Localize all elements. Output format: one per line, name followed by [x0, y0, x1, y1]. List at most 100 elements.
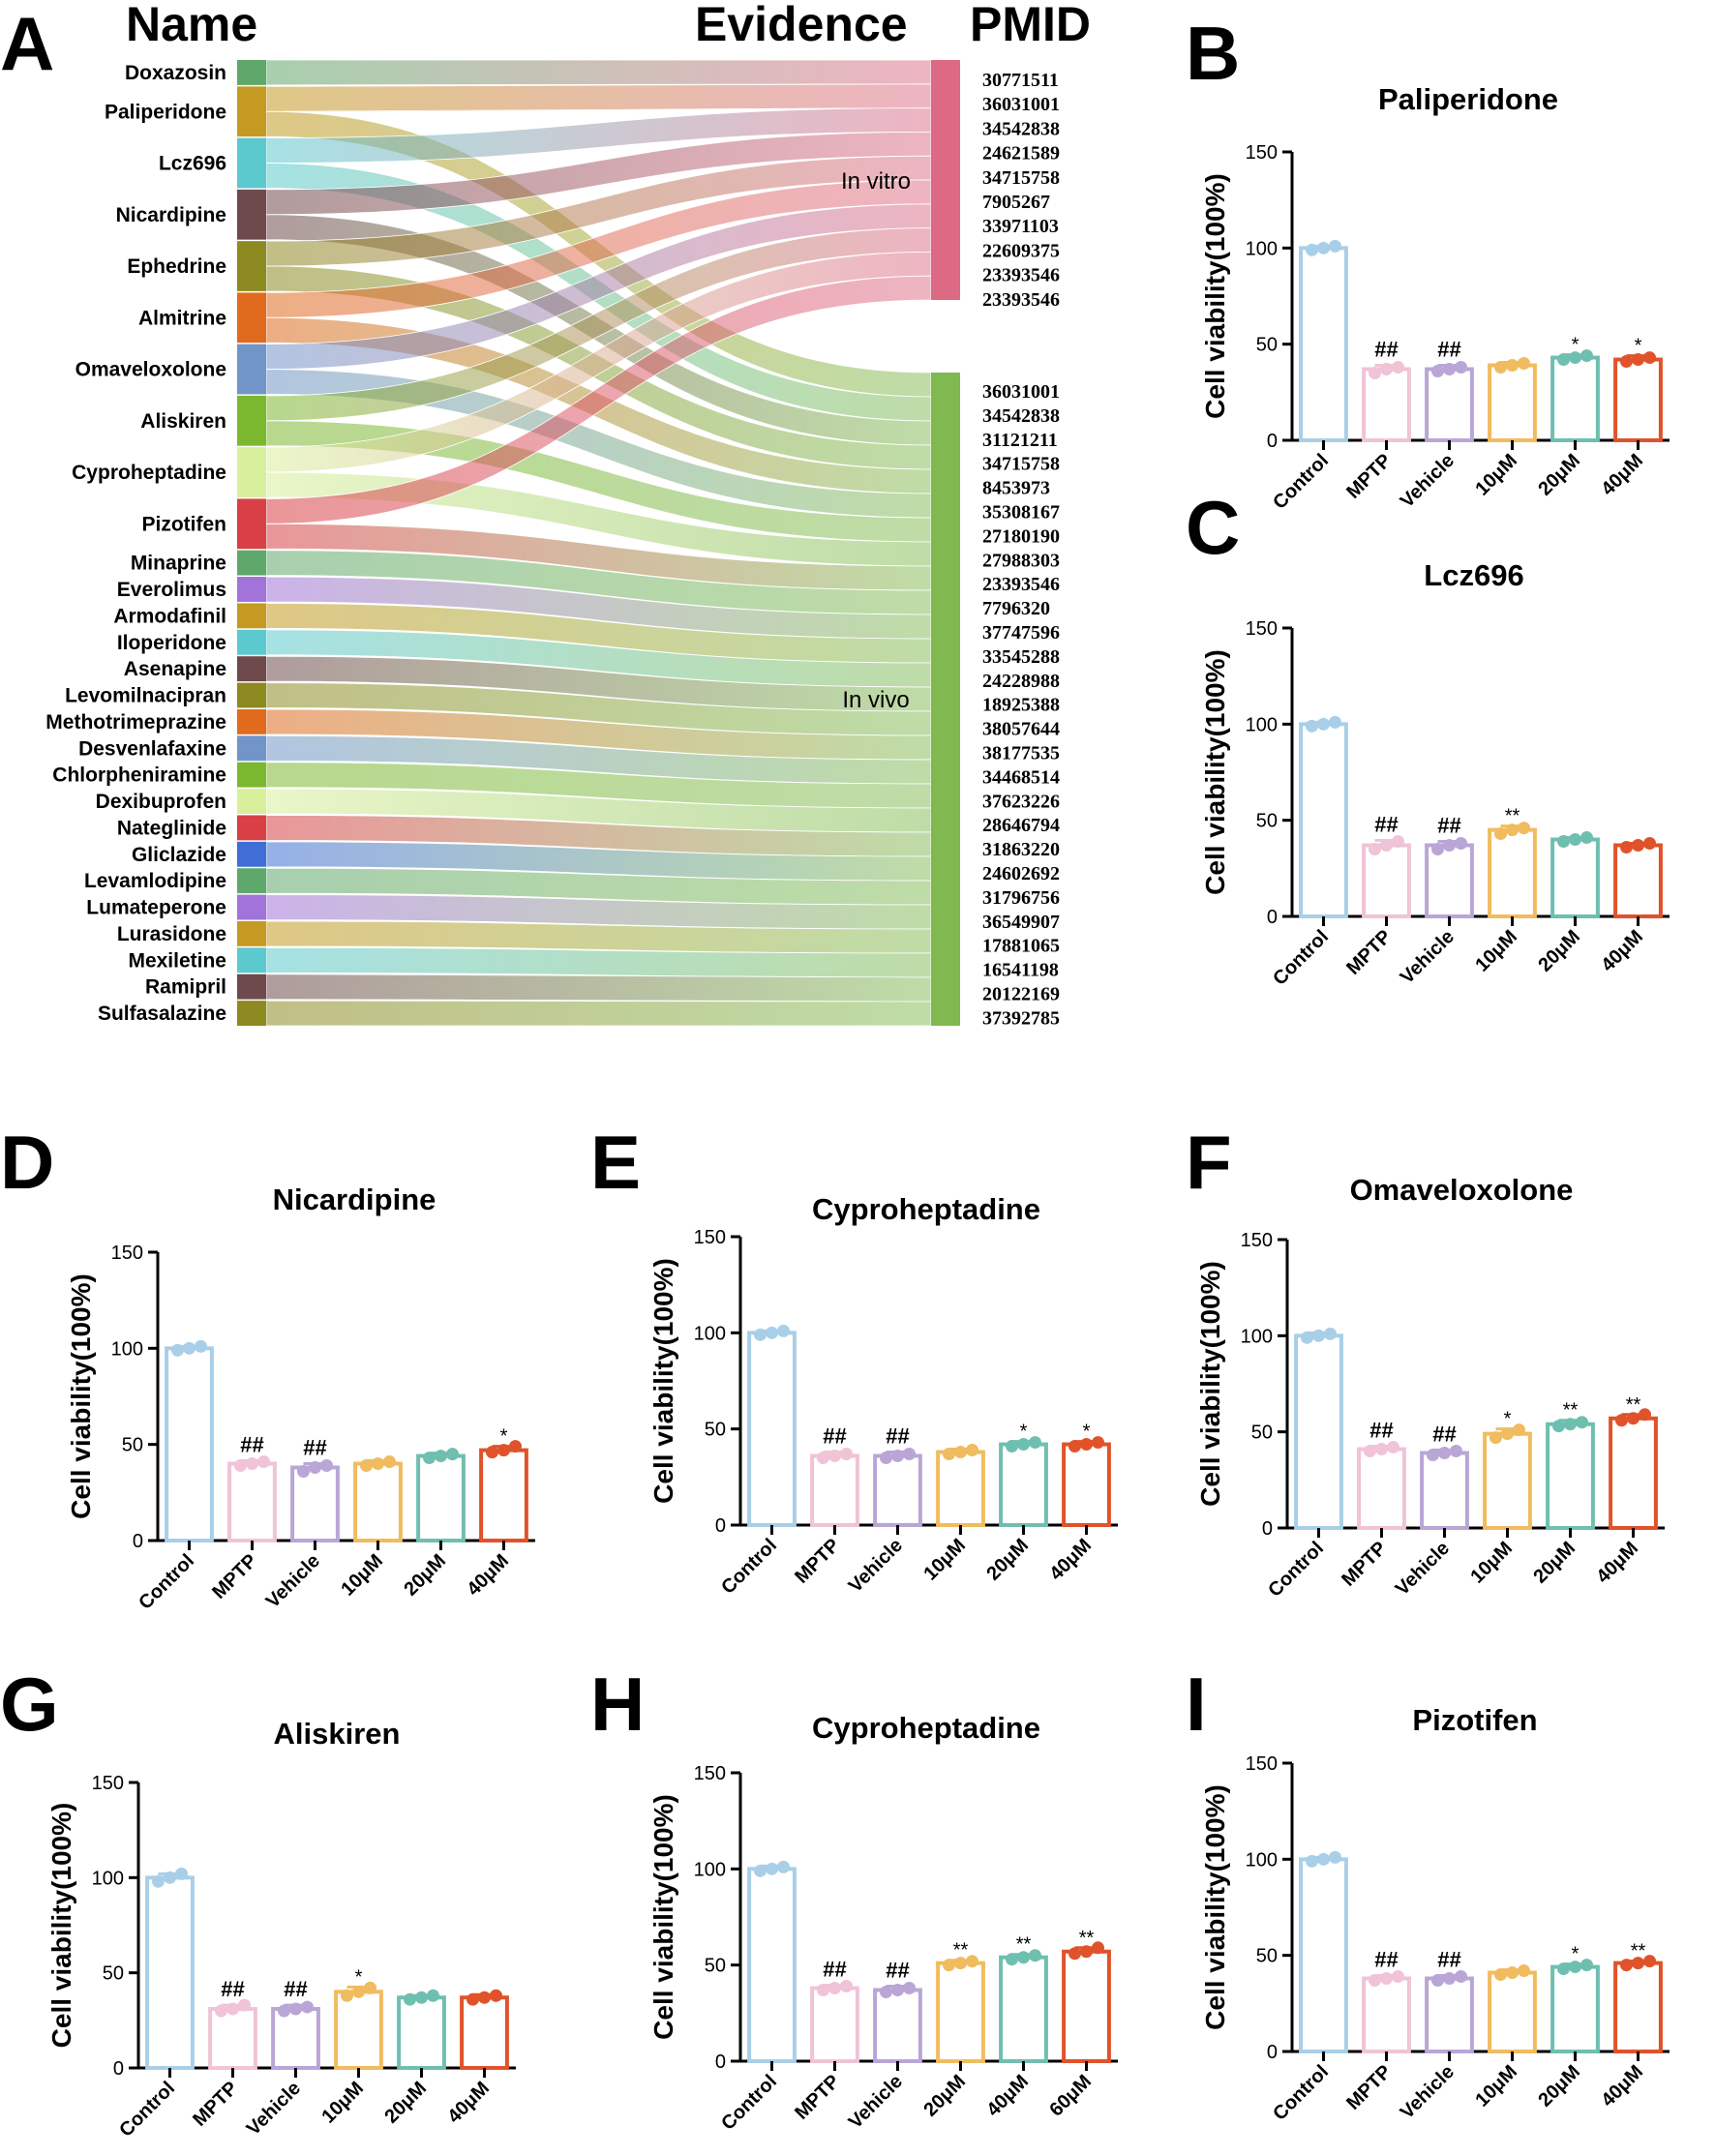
data-point	[383, 1455, 396, 1469]
sankey-node-label: Minaprine	[131, 553, 226, 575]
sankey-node-label: Gliclazide	[132, 844, 226, 866]
sankey-node	[237, 189, 266, 240]
pmid-item: 24228988	[982, 671, 1060, 692]
significance-label: ##	[1369, 1419, 1393, 1443]
data-point	[880, 1985, 892, 1998]
significance-label: **	[1016, 1934, 1032, 1956]
panel-letter-e: E	[590, 1120, 641, 1205]
data-point	[246, 1457, 258, 1471]
y-tick-label: 100	[1246, 238, 1278, 259]
x-tick-label: Control	[135, 1550, 198, 1614]
x-tick-label: MPTP	[791, 1535, 844, 1588]
pmid-item: 36549907	[982, 912, 1060, 933]
x-tick-label: Vehicle	[845, 1535, 907, 1597]
data-point	[891, 1449, 904, 1462]
data-point	[1068, 1440, 1081, 1453]
y-axis-label: Cell viability(100%)	[66, 1273, 96, 1519]
x-tick-label: 10μM	[317, 2078, 368, 2128]
pmid-item: 22609375	[982, 240, 1060, 261]
pmid-item: 24602692	[982, 863, 1060, 884]
data-point	[1431, 1973, 1444, 1987]
x-tick-label: MPTP	[1338, 1538, 1391, 1591]
y-tick-label: 0	[133, 1531, 143, 1552]
significance-label: ##	[1432, 1422, 1456, 1447]
y-tick-label: 100	[694, 1859, 726, 1880]
sankey-node	[237, 241, 266, 291]
significance-label: ##	[284, 1977, 307, 2001]
pmid-item: 34468514	[982, 766, 1060, 788]
data-point	[777, 1860, 790, 1873]
y-axis-label: Cell viability(100%)	[1200, 1784, 1230, 2030]
data-point	[1627, 1412, 1640, 1425]
data-point	[817, 1451, 829, 1464]
y-tick-label: 50	[1251, 1422, 1273, 1444]
data-point	[891, 1983, 904, 1996]
sankey-node	[237, 894, 266, 920]
bar	[1362, 367, 1411, 443]
y-tick-label: 150	[111, 1243, 143, 1264]
data-point	[1443, 1972, 1456, 1986]
data-point	[1615, 1414, 1628, 1427]
x-tick-label: Control	[1269, 450, 1333, 514]
data-point	[1392, 835, 1404, 849]
data-point	[175, 1867, 188, 1880]
bar	[999, 1442, 1048, 1528]
x-tick-label: 40μM	[1597, 926, 1647, 976]
panel-letter-b: B	[1186, 11, 1240, 96]
data-point	[215, 2004, 227, 2018]
data-point	[1620, 840, 1633, 853]
bar	[1550, 837, 1600, 918]
data-point	[1301, 1331, 1313, 1344]
sankey-target-invitro	[931, 60, 960, 300]
data-point	[404, 1992, 416, 2006]
data-point	[828, 1449, 841, 1462]
data-point	[435, 1450, 447, 1463]
data-point	[1312, 1329, 1325, 1342]
y-tick-label: 50	[122, 1435, 143, 1456]
data-point	[1369, 366, 1381, 379]
data-point	[1080, 1945, 1093, 1959]
bar	[290, 1465, 340, 1543]
bar	[999, 1955, 1048, 2063]
bar-panel-f: F Omaveloxolone 0 50 100 150 Cell viability(10…	[1186, 1120, 1665, 1602]
sankey-target-label: In vivo	[842, 687, 909, 713]
data-point	[1324, 1327, 1337, 1340]
significance-label: ##	[1437, 814, 1460, 838]
data-point	[509, 1440, 522, 1453]
data-point	[1557, 1962, 1570, 1976]
bar	[1483, 1431, 1532, 1530]
pmid-item: 35308167	[982, 502, 1060, 524]
data-point	[1643, 351, 1656, 365]
y-tick-label: 100	[92, 1868, 124, 1889]
bar-panel-h: H Cyproheptadine 0 50 100 150 Cell viability(1…	[590, 1662, 1118, 2135]
pmid-item: 8453973	[982, 478, 1050, 499]
data-point	[364, 1981, 376, 1994]
bar	[1609, 1416, 1658, 1531]
y-tick-label: 100	[694, 1323, 726, 1344]
y-tick-label: 100	[1246, 1849, 1278, 1871]
x-tick-label: 20μM	[982, 1535, 1033, 1585]
data-point	[1329, 239, 1341, 253]
pmid-item: 23393546	[982, 574, 1060, 595]
x-tick-label: Control	[717, 1535, 781, 1599]
significance-label: ##	[886, 1959, 909, 1983]
pmid-item: 28646794	[982, 815, 1060, 836]
bar	[1294, 1333, 1343, 1531]
sankey-node-label: Aliskiren	[140, 410, 226, 433]
data-point	[1317, 1852, 1330, 1866]
data-point	[1329, 1850, 1341, 1864]
data-point	[828, 1982, 841, 1995]
data-point	[1580, 349, 1593, 363]
data-point	[1494, 1968, 1507, 1982]
data-point	[1506, 823, 1519, 837]
sankey-node	[237, 735, 266, 762]
data-point	[1443, 362, 1456, 375]
pmid-item: 36031001	[982, 94, 1060, 115]
sankey-node	[237, 789, 266, 814]
bar-panel-e: E Cyproheptadine 0 50 100 150 Cell viability(1…	[590, 1120, 1118, 1599]
sankey-target-label: In vitro	[841, 168, 911, 195]
significance-label: ##	[1437, 338, 1460, 362]
pmid-item: 34715758	[982, 167, 1060, 189]
data-point	[1392, 1970, 1404, 1984]
x-tick-label: MPTP	[189, 2078, 242, 2131]
